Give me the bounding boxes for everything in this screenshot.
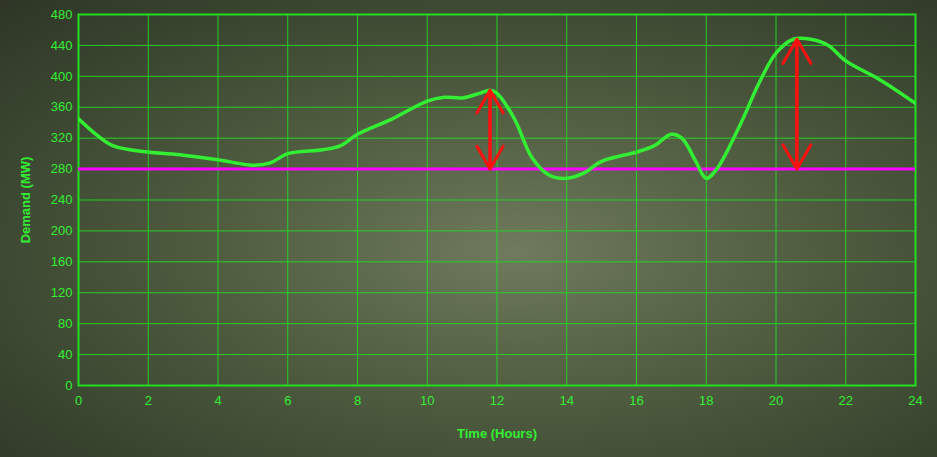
svg-text:Demand (MW): Demand (MW)	[18, 157, 33, 244]
svg-text:14: 14	[560, 393, 574, 408]
svg-text:10: 10	[420, 393, 434, 408]
svg-text:8: 8	[354, 393, 361, 408]
svg-text:320: 320	[51, 130, 73, 145]
svg-text:12: 12	[490, 393, 504, 408]
svg-text:440: 440	[51, 38, 73, 53]
svg-text:0: 0	[75, 393, 82, 408]
svg-text:2: 2	[145, 393, 152, 408]
svg-text:18: 18	[699, 393, 713, 408]
svg-text:16: 16	[629, 393, 643, 408]
svg-text:80: 80	[58, 316, 72, 331]
svg-text:120: 120	[51, 285, 73, 300]
svg-text:20: 20	[769, 393, 783, 408]
svg-text:160: 160	[51, 254, 73, 269]
svg-text:22: 22	[839, 393, 853, 408]
svg-text:Time (Hours): Time (Hours)	[457, 426, 537, 441]
svg-text:240: 240	[51, 192, 73, 207]
svg-text:400: 400	[51, 68, 73, 83]
svg-text:4: 4	[214, 393, 221, 408]
svg-text:24: 24	[908, 393, 922, 408]
svg-text:200: 200	[51, 223, 73, 238]
svg-text:480: 480	[51, 7, 73, 22]
svg-text:0: 0	[65, 378, 72, 393]
svg-text:40: 40	[58, 347, 72, 362]
svg-text:280: 280	[51, 161, 73, 176]
svg-text:360: 360	[51, 99, 73, 114]
svg-text:6: 6	[284, 393, 291, 408]
